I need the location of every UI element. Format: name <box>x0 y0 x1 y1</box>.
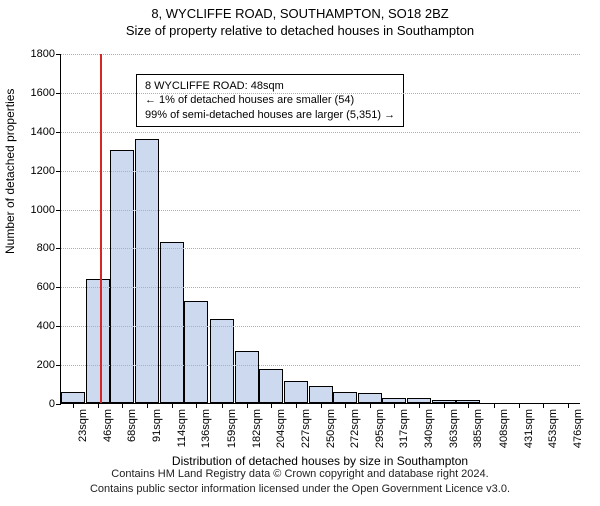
xtick-label: 136sqm <box>200 409 212 448</box>
x-axis-label: Distribution of detached houses by size … <box>60 454 580 468</box>
xtick-label: 272sqm <box>349 409 361 448</box>
legend-line-1: 8 WYCLIFFE ROAD: 48sqm <box>145 79 395 93</box>
ytick-mark <box>56 404 61 405</box>
histogram-bar <box>86 279 110 403</box>
ytick-mark <box>56 287 61 288</box>
histogram-bar <box>259 369 283 403</box>
histogram-bar <box>210 319 234 403</box>
ytick-mark <box>56 93 61 94</box>
ytick-mark <box>56 54 61 55</box>
xtick-mark <box>73 403 74 408</box>
xtick-mark <box>122 403 123 408</box>
footer-attribution: Contains HM Land Registry data © Crown c… <box>0 467 600 496</box>
gridline-h <box>61 210 580 211</box>
histogram-bar <box>309 386 333 403</box>
xtick-label: 250sqm <box>325 409 337 448</box>
xtick-label: 476sqm <box>572 409 584 448</box>
xtick-mark <box>222 403 223 408</box>
reference-line <box>100 54 102 403</box>
xtick-label: 408sqm <box>498 409 510 448</box>
ytick-label: 600 <box>37 281 55 293</box>
xtick-mark <box>247 403 248 408</box>
gridline-h <box>61 248 580 249</box>
chart-title-address: 8, WYCLIFFE ROAD, SOUTHAMPTON, SO18 2BZ <box>0 6 600 21</box>
xtick-mark <box>444 403 445 408</box>
histogram-bar <box>358 393 382 403</box>
xtick-label: 385sqm <box>472 409 484 448</box>
xtick-mark <box>543 403 544 408</box>
gridline-h <box>61 365 580 366</box>
histogram-bar <box>61 392 85 403</box>
xtick-mark <box>345 403 346 408</box>
gridline-h <box>61 171 580 172</box>
ytick-mark <box>56 171 61 172</box>
ytick-label: 400 <box>37 320 55 332</box>
gridline-h <box>61 287 580 288</box>
histogram-bar <box>284 381 308 403</box>
xtick-mark <box>321 403 322 408</box>
ytick-mark <box>56 132 61 133</box>
histogram-bar <box>333 392 357 403</box>
histogram-bar <box>184 301 208 403</box>
plot-area: 8 WYCLIFFE ROAD: 48sqm ← 1% of detached … <box>60 54 580 404</box>
xtick-mark <box>468 403 469 408</box>
legend-line-2: ← 1% of detached houses are smaller (54) <box>145 93 395 107</box>
xtick-mark <box>419 403 420 408</box>
footer-line-1: Contains HM Land Registry data © Crown c… <box>0 467 600 481</box>
ytick-label: 1000 <box>31 204 55 216</box>
xtick-label: 46sqm <box>102 409 114 442</box>
ytick-label: 1800 <box>31 48 55 60</box>
chart-title-subtitle: Size of property relative to detached ho… <box>0 23 600 38</box>
xtick-mark <box>172 403 173 408</box>
xtick-mark <box>494 403 495 408</box>
xtick-label: 204sqm <box>275 409 287 448</box>
xtick-mark <box>271 403 272 408</box>
ytick-label: 200 <box>37 359 55 371</box>
legend-box: 8 WYCLIFFE ROAD: 48sqm ← 1% of detached … <box>136 74 404 127</box>
ytick-mark <box>56 210 61 211</box>
xtick-label: 340sqm <box>423 409 435 448</box>
xtick-mark <box>196 403 197 408</box>
xtick-label: 182sqm <box>251 409 263 448</box>
xtick-mark <box>394 403 395 408</box>
xtick-label: 159sqm <box>226 409 238 448</box>
gridline-h <box>61 54 580 55</box>
xtick-label: 363sqm <box>448 409 460 448</box>
xtick-label: 114sqm <box>176 409 188 447</box>
xtick-label: 227sqm <box>300 409 312 448</box>
xtick-mark <box>147 403 148 408</box>
y-axis-label: Number of detached properties <box>3 89 17 254</box>
xtick-mark <box>98 403 99 408</box>
histogram-bar <box>135 139 159 403</box>
ytick-label: 1200 <box>31 165 55 177</box>
gridline-h <box>61 326 580 327</box>
xtick-label: 431sqm <box>523 409 535 448</box>
legend-line-3: 99% of semi-detached houses are larger (… <box>145 108 395 122</box>
ytick-label: 0 <box>49 398 55 410</box>
xtick-label: 295sqm <box>374 409 386 448</box>
xtick-mark <box>296 403 297 408</box>
xtick-label: 453sqm <box>547 409 559 448</box>
xtick-mark <box>519 403 520 408</box>
histogram-bar <box>235 351 259 404</box>
ytick-mark <box>56 326 61 327</box>
histogram-bar <box>160 242 184 403</box>
xtick-label: 91sqm <box>151 409 163 442</box>
xtick-mark <box>568 403 569 408</box>
ytick-label: 1400 <box>31 126 55 138</box>
chart-container: Number of detached properties 8 WYCLIFFE… <box>0 44 600 464</box>
ytick-label: 1600 <box>31 87 55 99</box>
xtick-label: 317sqm <box>398 409 410 448</box>
footer-line-2: Contains public sector information licen… <box>0 482 600 496</box>
ytick-label: 800 <box>37 242 55 254</box>
xtick-label: 68sqm <box>126 409 138 442</box>
ytick-mark <box>56 248 61 249</box>
xtick-mark <box>370 403 371 408</box>
xtick-label: 23sqm <box>77 409 89 442</box>
ytick-mark <box>56 365 61 366</box>
gridline-h <box>61 93 580 94</box>
gridline-h <box>61 132 580 133</box>
